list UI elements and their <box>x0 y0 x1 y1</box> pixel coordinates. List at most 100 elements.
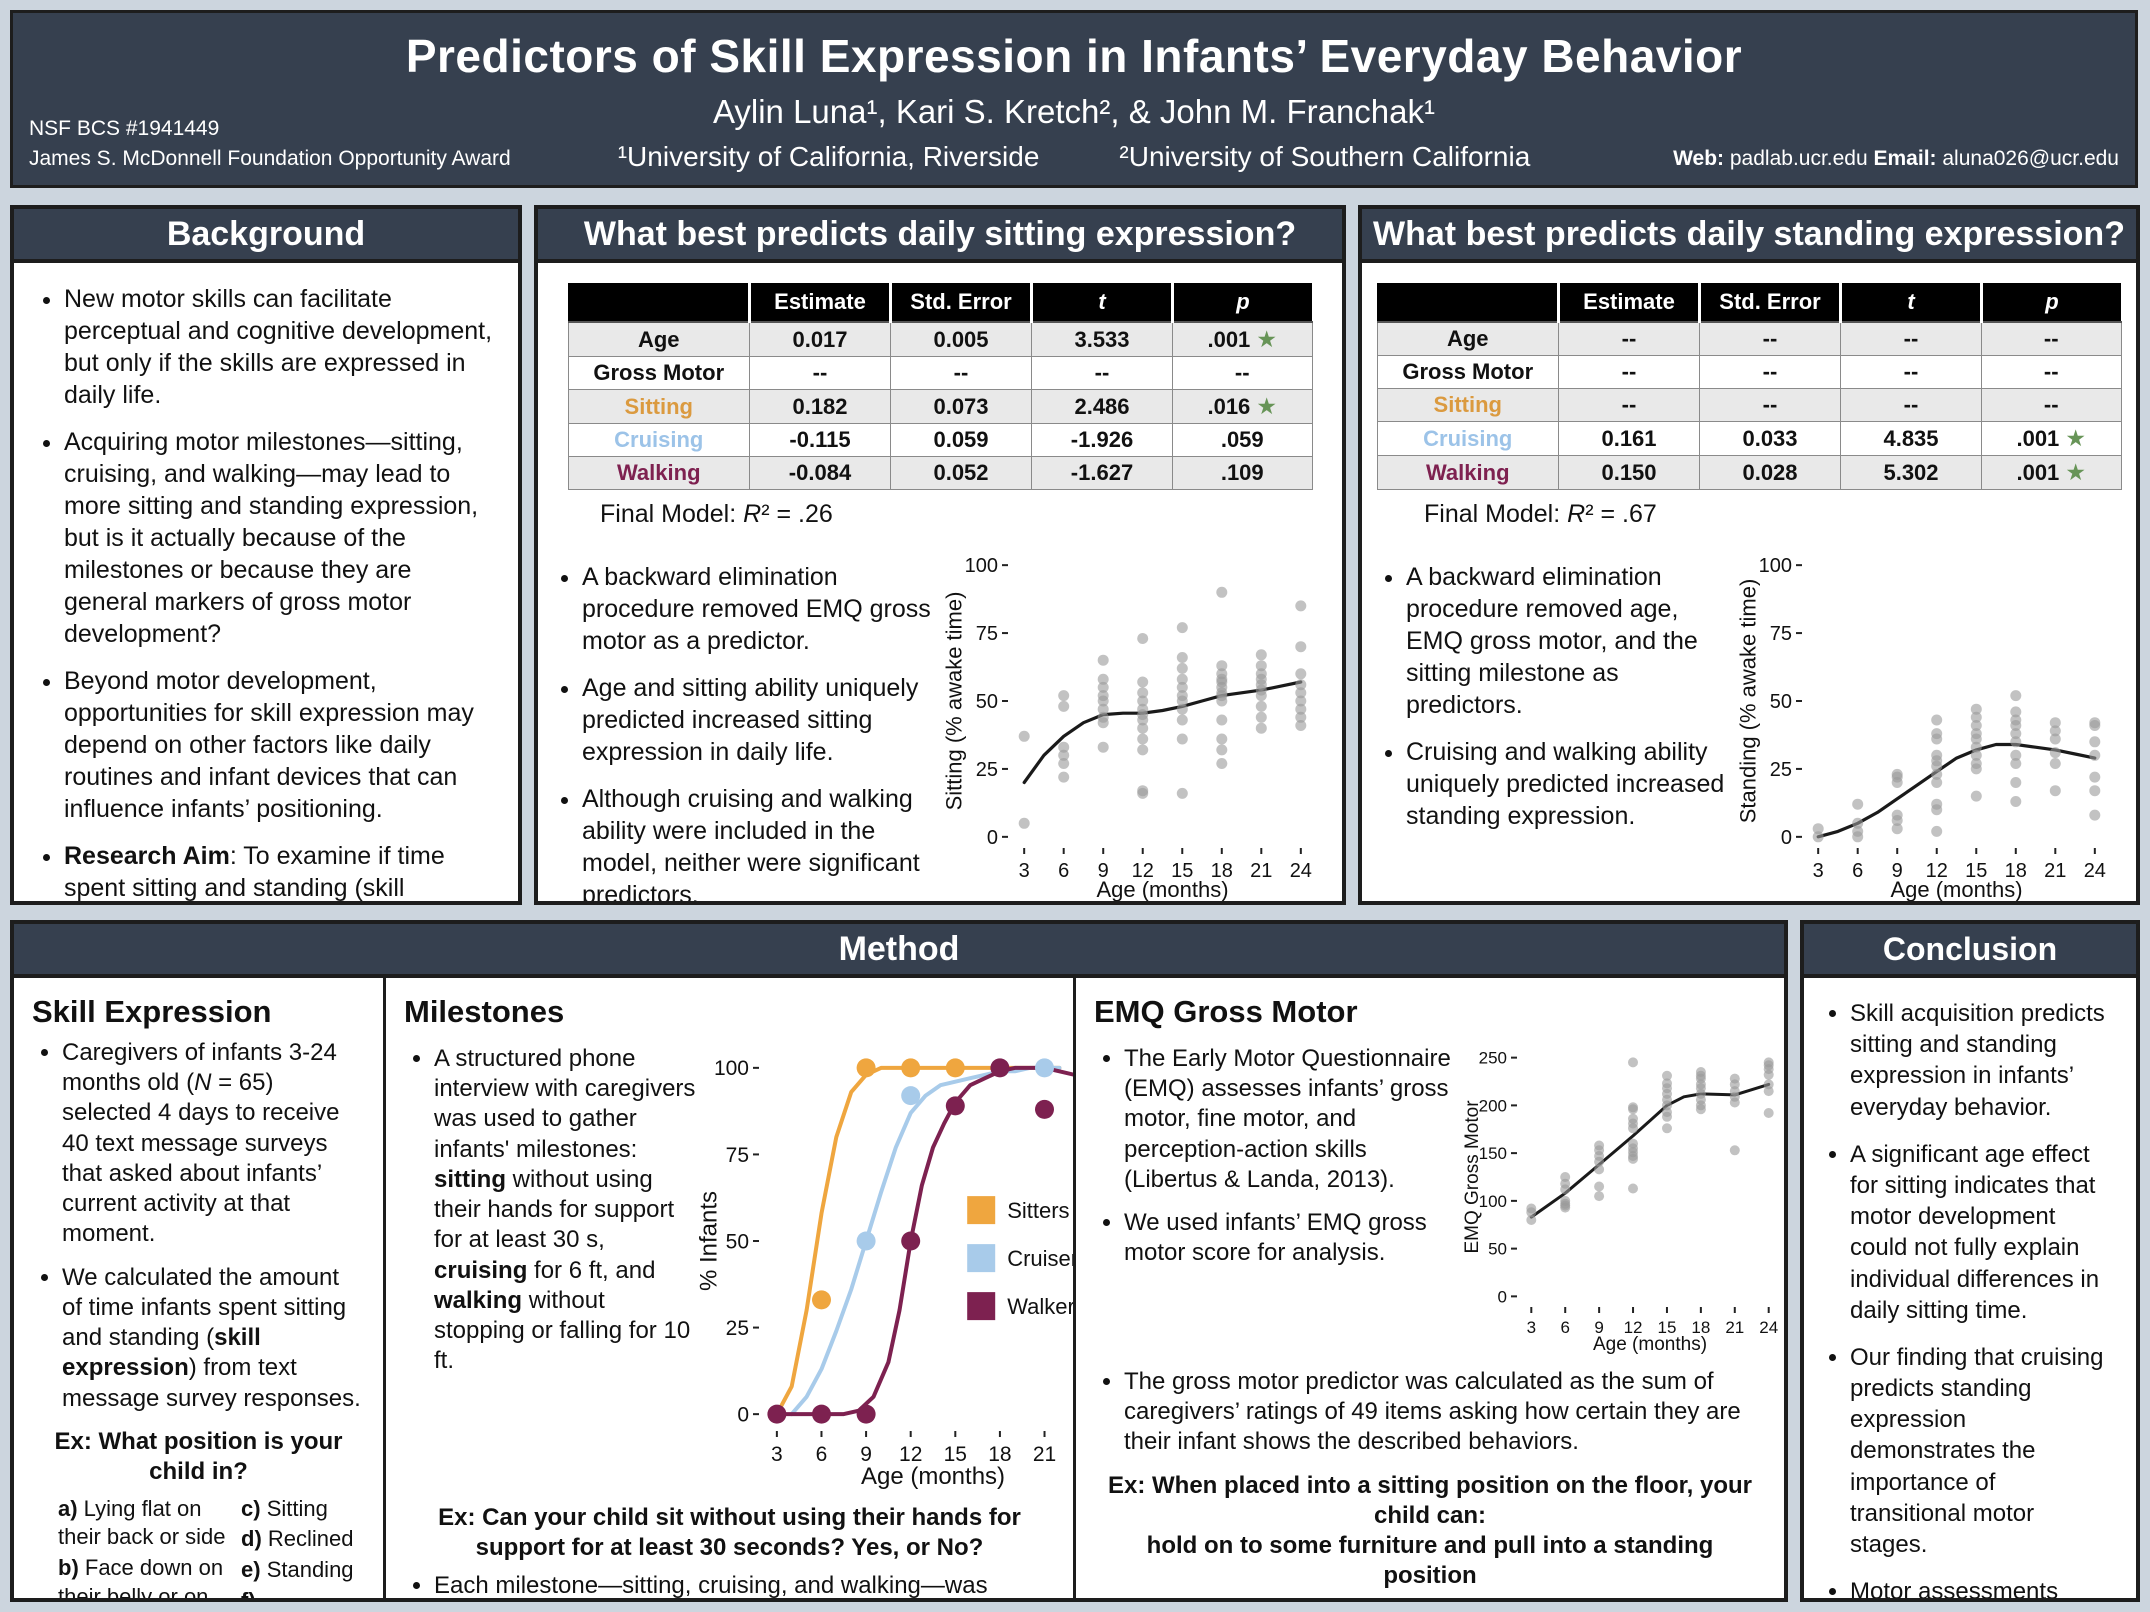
svg-text:50: 50 <box>976 691 998 713</box>
svg-text:12: 12 <box>1926 860 1948 882</box>
table-cell: 0.052 <box>890 456 1032 490</box>
position-option: b) Face down on their belly or on hands … <box>58 1555 224 1602</box>
svg-text:9: 9 <box>1594 1318 1603 1337</box>
svg-text:50: 50 <box>1770 691 1792 713</box>
svg-text:% Infants: % Infants <box>696 1191 722 1291</box>
table-row: Age -- -- -- -- <box>1376 321 2122 356</box>
svg-text:3: 3 <box>1527 1318 1536 1337</box>
svg-text:18: 18 <box>2005 860 2027 882</box>
svg-text:24: 24 <box>1759 1318 1778 1337</box>
sitting-regression-table: Estimate Std. Error t p Age 0.017 0.005 3.533.0… <box>567 283 1313 490</box>
table-cell: 0.033 <box>1699 421 1841 456</box>
svg-text:21: 21 <box>1250 860 1272 882</box>
svg-text:150: 150 <box>1479 1144 1507 1163</box>
emq-rating-item: 1 Sure that child does NOT show this beh… <box>1094 1599 1412 1602</box>
column-header: t <box>1031 283 1174 323</box>
standing-final-model: Final Model: R² = .67 <box>1424 500 1657 528</box>
column-header: Estimate <box>749 283 892 323</box>
table-cell: -- <box>1699 355 1841 389</box>
conclusion-bullet: A significant age effect for sitting ind… <box>1850 1139 2116 1326</box>
grant-line-1: NSF BCS #1941449 <box>29 117 220 141</box>
table-cell: -- <box>1699 388 1841 422</box>
table-row: Walking 0.150 0.028 5.302.001 ★ <box>1376 455 2122 490</box>
svg-text:25: 25 <box>726 1317 749 1340</box>
standing-section-title: What best predicts daily standing expres… <box>1362 209 2136 263</box>
table-cell: -- <box>1558 388 1700 422</box>
emq-extra-bullets: The gross motor predictor was calculated… <box>1094 1367 1766 1458</box>
skill-expression-column: Skill Expression Caregivers of infants 3… <box>14 978 386 1602</box>
svg-text:6: 6 <box>816 1443 828 1466</box>
background-bullet: Research Aim: To examine if time spent s… <box>64 840 498 901</box>
table-cell: 0.161 <box>1558 421 1700 456</box>
milestones-heading: Milestones <box>404 994 565 1029</box>
svg-text:0: 0 <box>1498 1287 1507 1306</box>
svg-text:6: 6 <box>1852 860 1863 882</box>
svg-text:100: 100 <box>965 555 998 577</box>
column-header <box>1377 283 1560 323</box>
column-header: p <box>1981 283 2121 323</box>
table-row: Sitting 0.182 0.073 2.486.016 ★ <box>567 389 1313 424</box>
emq-rating-item: 3 Unsure whether child could do this <box>1430 1599 1766 1602</box>
svg-text:0: 0 <box>737 1403 749 1426</box>
significance-star-icon: ★ <box>1256 393 1278 419</box>
svg-text:0: 0 <box>987 827 998 849</box>
table-cell: -- <box>1558 355 1700 389</box>
position-option: a) Lying flat on their back or side <box>58 1495 226 1550</box>
table-cell: -- <box>1981 388 2122 422</box>
emq-example: Ex: When placed into a sitting position … <box>1098 1471 1762 1591</box>
method-section-title: Method <box>14 924 1784 978</box>
table-cell: -- <box>890 356 1032 390</box>
svg-text:Standing (% awake time): Standing (% awake time) <box>1737 579 1761 824</box>
table-cell: 0.017 <box>749 321 891 357</box>
sitting-bullet: A backward elimination procedure removed… <box>582 561 943 657</box>
column-header: Estimate <box>1558 283 1701 323</box>
svg-text:21: 21 <box>2044 860 2066 882</box>
table-cell: -- <box>1981 355 2122 389</box>
standing-bullet: Cruising and walking ability uniquely pr… <box>1406 736 1737 832</box>
svg-text:25: 25 <box>1770 759 1792 781</box>
significance-star-icon: ★ <box>2065 425 2087 451</box>
table-row: Cruising -0.115 0.059 -1.926.059 <box>567 423 1313 457</box>
emq-example-line2: hold on to some furniture and pull into … <box>1146 1531 1714 1589</box>
table-cell: 0.073 <box>890 389 1032 424</box>
table-cell: -0.115 <box>749 423 891 457</box>
table-cell: 2.486 <box>1031 389 1173 424</box>
svg-text:21: 21 <box>1725 1318 1744 1337</box>
svg-text:100: 100 <box>1759 555 1792 577</box>
svg-text:3: 3 <box>1813 860 1824 882</box>
svg-text:18: 18 <box>1211 860 1233 882</box>
emq-ratings-col1: 1 Sure that child does NOT show this beh… <box>1094 1599 1412 1602</box>
table-cell: .059 <box>1172 423 1313 457</box>
svg-text:Walkers: Walkers <box>1007 1294 1076 1319</box>
emq-heading: EMQ Gross Motor <box>1094 994 1358 1029</box>
emq-bullet: The gross motor predictor was calculated… <box>1124 1367 1766 1458</box>
table-cell: -- <box>1840 355 1982 389</box>
svg-text:18: 18 <box>1691 1318 1710 1337</box>
skill-expression-bullet: We calculated the amount of time infants… <box>62 1263 365 1414</box>
background-bullets: New motor skills can facilitate perceptu… <box>34 283 498 901</box>
milestones-closing-bullets: Each milestone—sitting, cruising, and wa… <box>404 1571 1055 1598</box>
table-cell: 5.302 <box>1840 455 1982 490</box>
table-cell: -- <box>1840 321 1982 356</box>
svg-text:9: 9 <box>860 1443 872 1466</box>
conclusion-section-title: Conclusion <box>1804 924 2136 978</box>
table-cell: -1.926 <box>1031 423 1173 457</box>
table-cell: .001 ★ <box>1172 321 1313 357</box>
skill-expression-heading: Skill Expression <box>32 994 272 1029</box>
position-example-heading: Ex: What position is your child in? <box>54 1427 343 1485</box>
grant-line-2: James S. McDonnell Foundation Opportunit… <box>29 146 511 170</box>
sitting-expression-chart: 3 6 9 12 15 18 21 24 0 25 50 75 100 Age (months) Sitti… <box>942 543 1328 901</box>
sitting-bullet: Age and sitting ability uniquely predict… <box>582 672 943 768</box>
conclusion-bullet: Our finding that cruising predicts stand… <box>1850 1342 2116 1560</box>
sitting-section-title: What best predicts daily sitting express… <box>538 209 1342 263</box>
standing-bullets: A backward elimination procedure removed… <box>1376 561 1737 847</box>
position-option: d) Reclined <box>241 1526 354 1552</box>
svg-text:12: 12 <box>899 1443 922 1466</box>
poster-header: Predictors of Skill Expression in Infant… <box>10 10 2138 188</box>
affiliation-1: ¹University of California, Riverside <box>617 141 1040 172</box>
row-label: Age <box>567 321 750 357</box>
svg-text:15: 15 <box>1171 860 1193 882</box>
svg-text:24: 24 <box>2084 860 2106 882</box>
emq-bullet: The Early Motor Questionnaire (EMQ) asse… <box>1124 1044 1462 1195</box>
svg-text:18: 18 <box>988 1443 1011 1466</box>
